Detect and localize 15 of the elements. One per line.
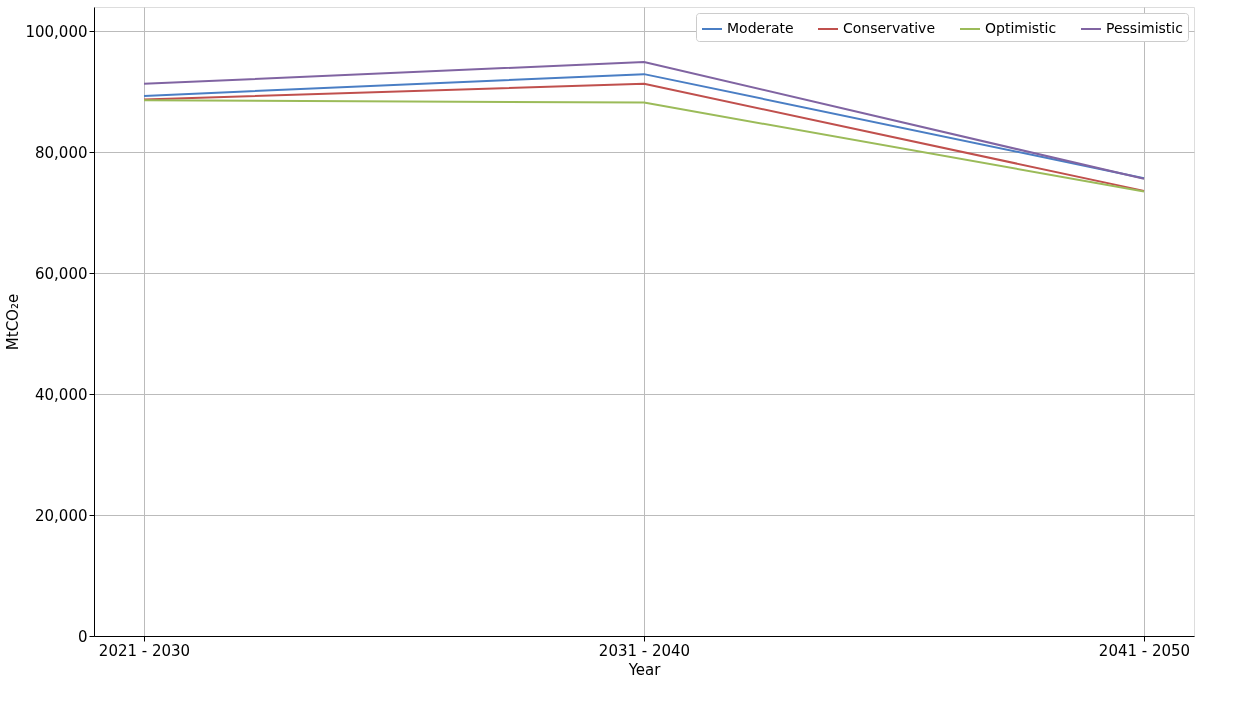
y-tick-label: 60,000	[35, 264, 88, 283]
x-tick-label: 2021 - 2030	[98, 641, 191, 660]
legend-label: Pessimistic	[1106, 20, 1183, 36]
y-tick-label: 0	[77, 627, 88, 646]
legend-label: Conservative	[843, 20, 936, 36]
y-tick-label: 20,000	[35, 506, 88, 525]
y-tick-label: 40,000	[35, 385, 88, 404]
x-tick-label: 2041 - 2050	[1098, 641, 1191, 660]
y-tick-label: 100,000	[25, 22, 88, 41]
legend-label: Moderate	[727, 20, 794, 36]
y-tick-label: 80,000	[35, 143, 88, 162]
y-axis-title: MtCO₂e	[4, 293, 23, 351]
x-tick-label: 2031 - 2040	[598, 641, 691, 660]
legend-label: Optimistic	[985, 20, 1057, 36]
x-axis-title: Year	[627, 660, 662, 679]
